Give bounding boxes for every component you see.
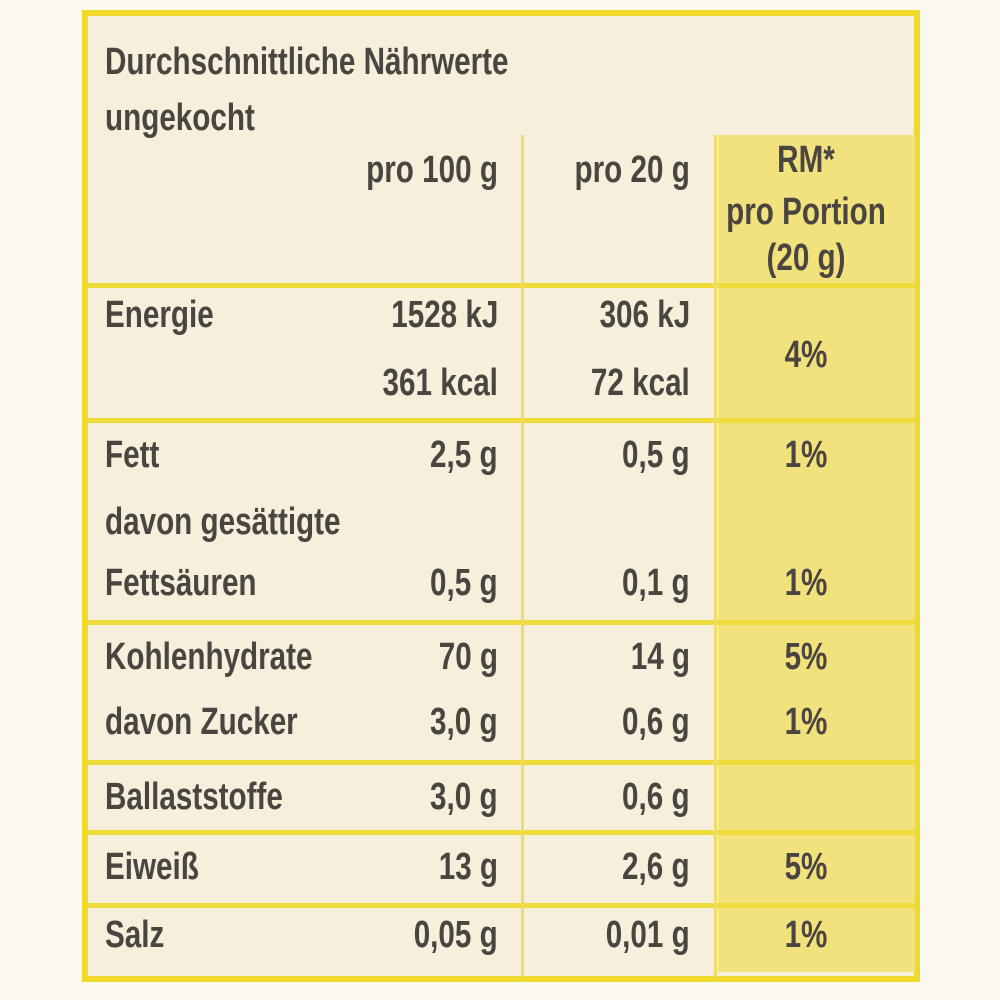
- value-per-20g: 0,6 g: [622, 701, 690, 743]
- value-per-20g: 2,6 g: [622, 846, 690, 888]
- column-divider: [521, 135, 524, 978]
- value-per-100g: 3,0 g: [430, 701, 498, 743]
- title: Durchschnittliche Nährwerte: [105, 41, 509, 83]
- nutrient-label: davon Zucker: [105, 701, 298, 743]
- reference-intake: 5%: [784, 846, 828, 888]
- value-per-100g: 361 kcal: [382, 362, 498, 404]
- row-divider: [88, 620, 915, 625]
- value-per-20g: 72 kcal: [591, 362, 690, 404]
- reference-intake: 5%: [784, 636, 828, 678]
- row-divider: [88, 283, 915, 288]
- value-per-20g: 306 kJ: [599, 294, 690, 336]
- value-per-100g: 2,5 g: [430, 434, 498, 476]
- column-header: pro 100 g: [366, 149, 498, 191]
- nutrient-label: Kohlenhydrate: [105, 636, 313, 678]
- column-header: pro 20 g: [574, 149, 690, 191]
- nutrient-label: davon gesättigte: [105, 501, 341, 543]
- reference-intake: 1%: [784, 914, 828, 956]
- column-header: pro Portion: [726, 191, 886, 233]
- reference-intake: 4%: [784, 334, 828, 376]
- row-divider: [88, 830, 915, 835]
- subtitle: ungekocht: [105, 97, 255, 139]
- value-per-20g: 0,01 g: [605, 914, 690, 956]
- column-header: RM*: [777, 139, 835, 181]
- value-per-100g: 13 g: [438, 846, 498, 888]
- nutrient-label: Energie: [105, 294, 214, 336]
- value-per-100g: 70 g: [438, 636, 498, 678]
- row-divider: [88, 903, 915, 908]
- value-per-20g: 0,5 g: [622, 434, 690, 476]
- value-per-20g: 14 g: [630, 636, 690, 678]
- nutrient-label: Ballaststoffe: [105, 776, 283, 818]
- value-per-20g: 0,6 g: [622, 776, 690, 818]
- value-per-100g: 0,05 g: [413, 914, 498, 956]
- value-per-20g: 0,1 g: [622, 562, 690, 604]
- row-divider: [88, 760, 915, 765]
- column-header: (20 g): [766, 237, 846, 279]
- nutrient-label: Fett: [105, 434, 160, 476]
- nutrient-label: Salz: [105, 914, 165, 956]
- nutrient-label: Fettsäuren: [105, 562, 257, 604]
- column-divider: [714, 135, 717, 978]
- row-divider: [88, 418, 915, 423]
- reference-intake: 1%: [784, 434, 828, 476]
- value-per-100g: 1528 kJ: [390, 294, 498, 336]
- nutrient-label: Eiweiß: [105, 846, 199, 888]
- reference-intake: 1%: [784, 701, 828, 743]
- reference-intake: 1%: [784, 562, 828, 604]
- value-per-100g: 3,0 g: [430, 776, 498, 818]
- value-per-100g: 0,5 g: [430, 562, 498, 604]
